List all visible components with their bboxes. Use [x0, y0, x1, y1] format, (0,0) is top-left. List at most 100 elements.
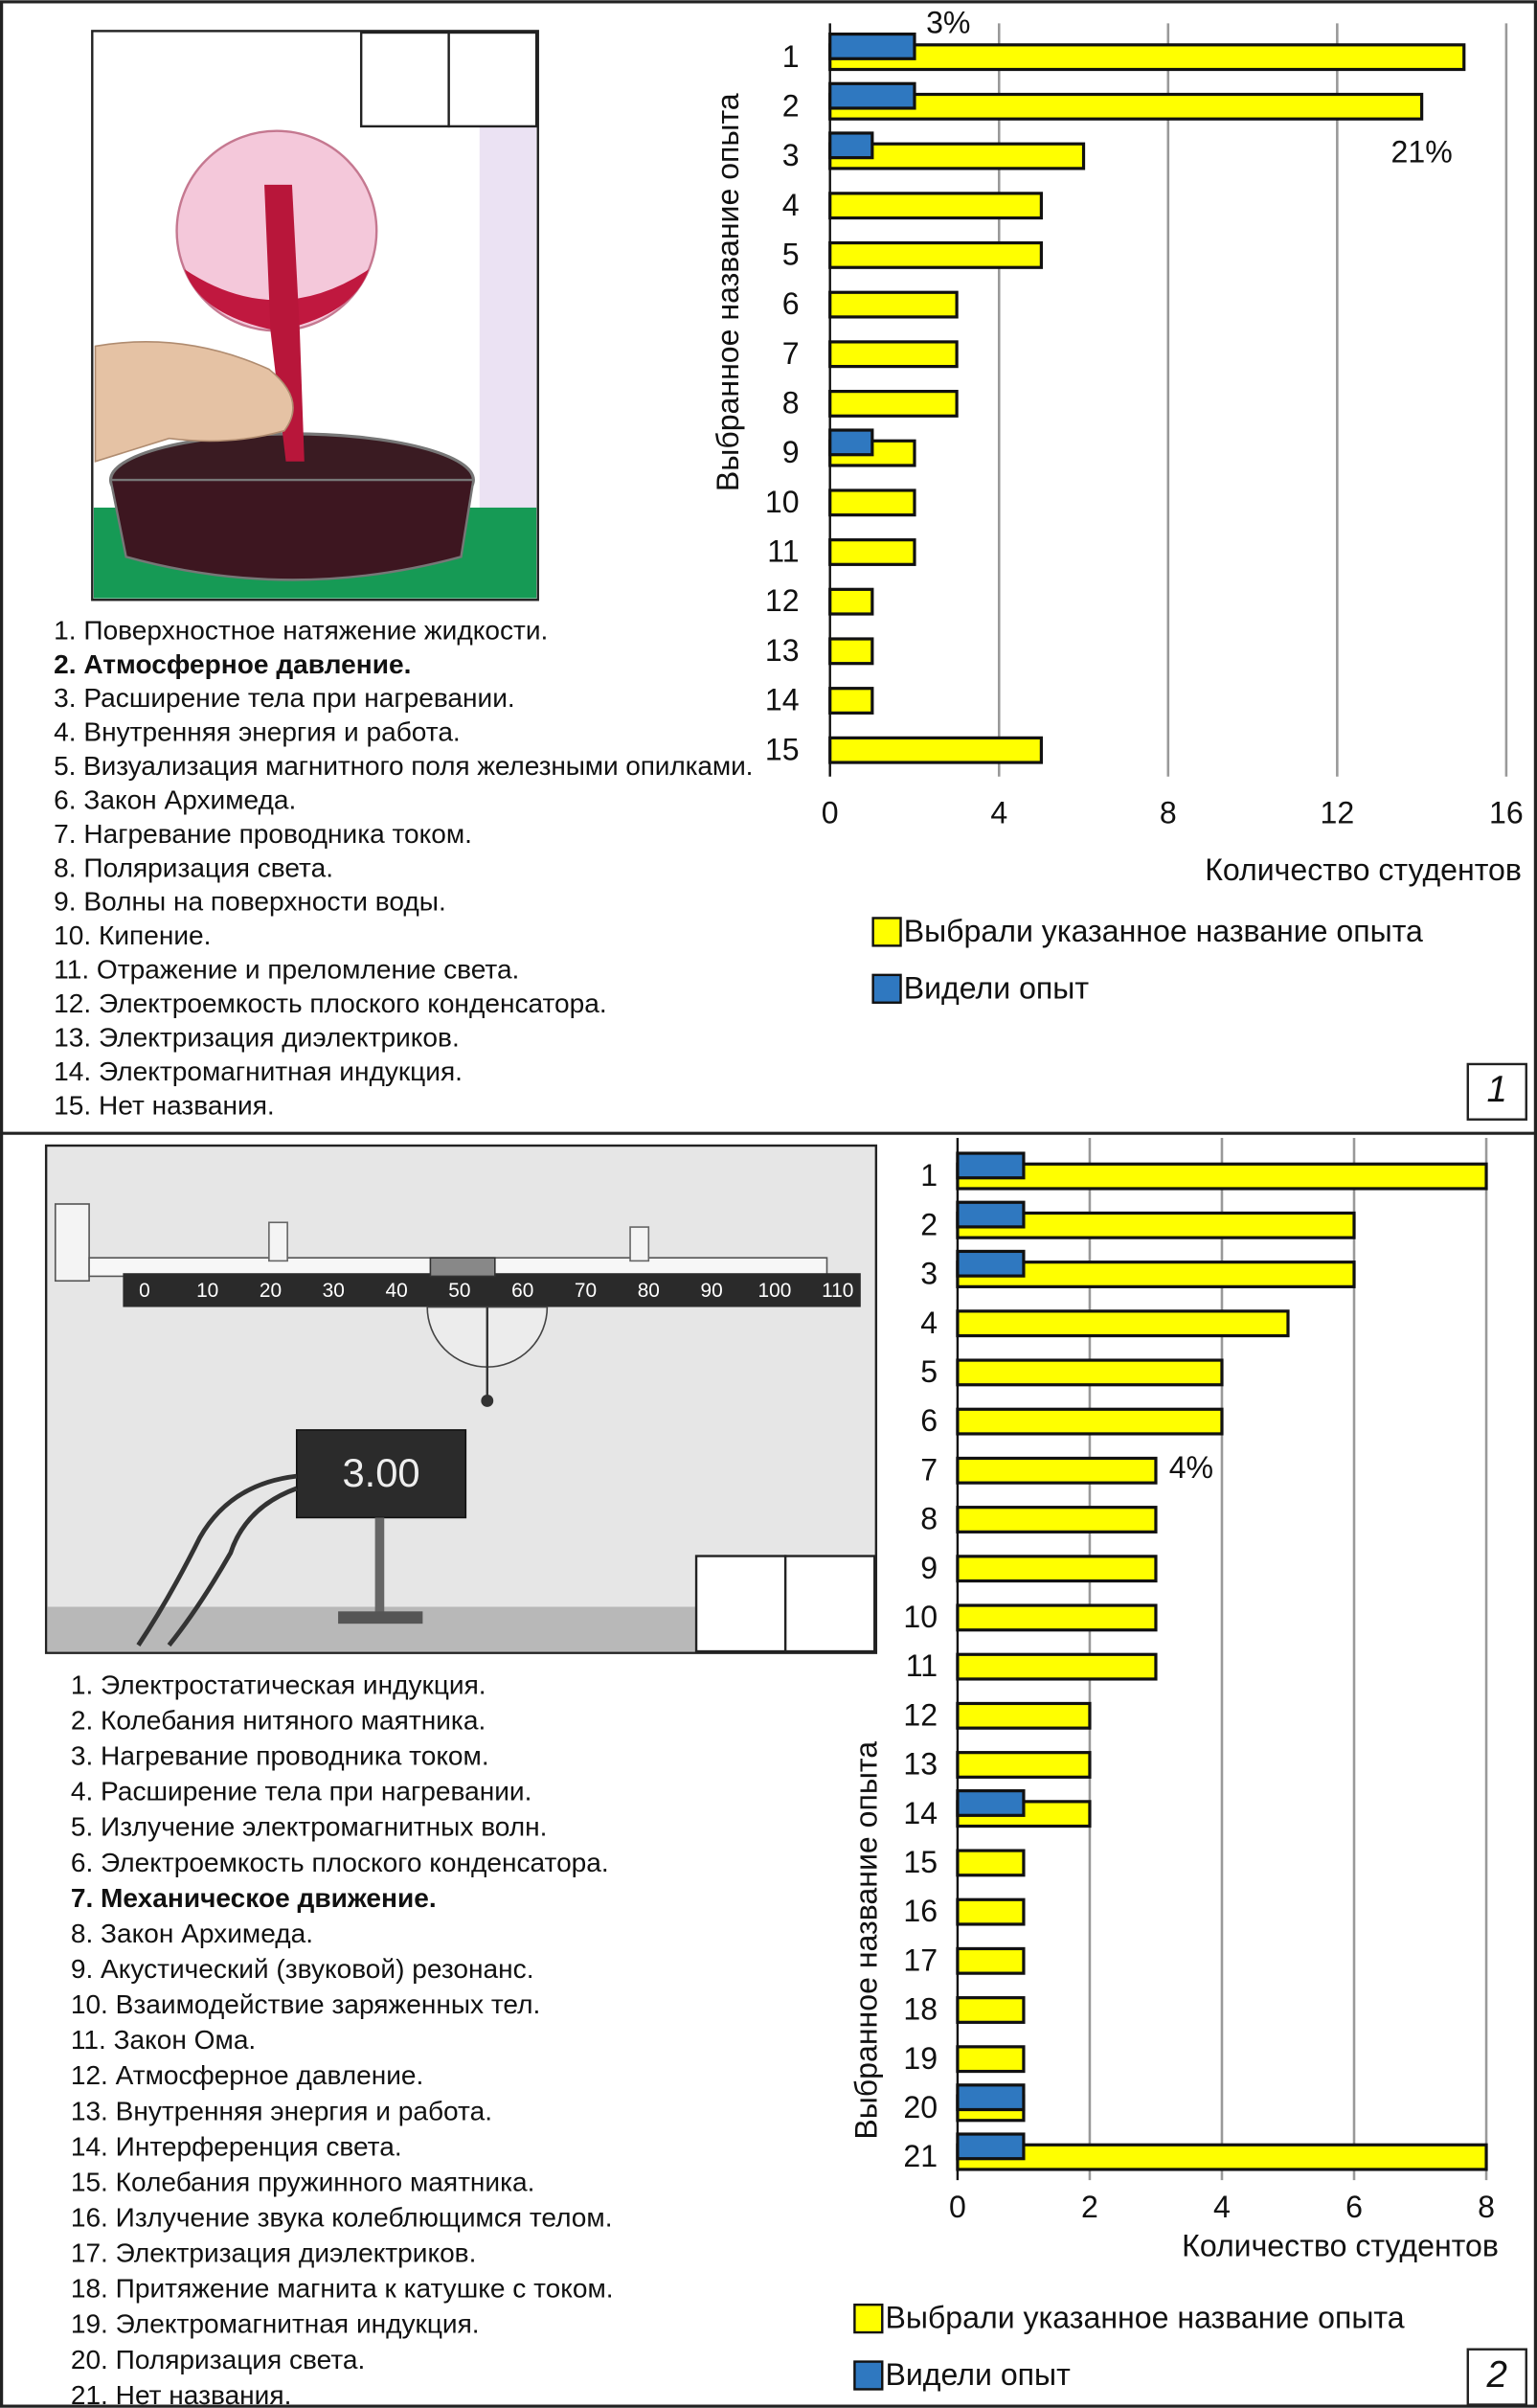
list-item: 4. Расширение тела при нагревании. [71, 1777, 532, 1806]
y-tick-label: 12 [903, 1697, 938, 1732]
bar [956, 1200, 1026, 1229]
bar [828, 736, 1043, 764]
bar [956, 1249, 1026, 1278]
list-item: 11. Закон Ома. [71, 2025, 256, 2055]
list-item: 21. Нет названия. [71, 2380, 292, 2408]
list-item: 13. Внутренняя энергия и работа. [71, 2096, 492, 2125]
legend-label: Видели опыт [885, 2357, 1071, 2392]
y-tick-label: 15 [903, 1845, 938, 1879]
list-item: 14. Электромагнитная индукция. [54, 1056, 463, 1086]
x-tick-label: 4 [990, 795, 1007, 829]
list-item: 12. Электроемкость плоского конденсатора… [54, 988, 607, 1018]
y-tick-label: 7 [782, 336, 800, 371]
list-item: 17. Электризация диэлектриков. [71, 2238, 477, 2268]
ruler [123, 1273, 861, 1307]
list-item: 20. Поляризация света. [71, 2345, 365, 2374]
ruler-label: 80 [638, 1280, 660, 1302]
bar [956, 2083, 1026, 2112]
timer [295, 1429, 467, 1519]
y-tick-label: 6 [920, 1403, 938, 1438]
list-item: 9. Волны на поверхности воды. [54, 887, 446, 917]
y-axis-label: Выбранное название опыта [711, 93, 745, 491]
y-tick-label: 5 [782, 237, 800, 271]
y-tick-label: 6 [782, 286, 800, 321]
bar [956, 1897, 1026, 1926]
y-tick-label: 2 [920, 1207, 938, 1241]
bar [828, 428, 874, 457]
y-tick-label: 11 [767, 534, 799, 569]
y-tick-label: 10 [903, 1600, 938, 1634]
list-item: 14. Интерференция света. [71, 2131, 402, 2161]
bar [828, 637, 874, 666]
legend-swatch [871, 917, 902, 947]
bar [956, 1506, 1158, 1533]
y-tick-label: 14 [903, 1796, 938, 1830]
list-item: 3. Нагревание проводника током. [71, 1741, 489, 1771]
ruler-label: 0 [139, 1280, 150, 1302]
y-tick-label: 4 [920, 1306, 938, 1340]
x-tick-label: 8 [1160, 795, 1177, 829]
ruler-label: 70 [575, 1280, 597, 1302]
bar [956, 2132, 1026, 2161]
list-item: 10. Взаимодействие заряженных тел. [71, 1989, 540, 2019]
list-item: 8. Поляризация света. [54, 852, 333, 882]
y-tick-label: 7 [920, 1452, 938, 1487]
ruler-label: 90 [701, 1280, 723, 1302]
y-tick-label: 12 [765, 583, 800, 618]
x-tick-label: 0 [822, 795, 839, 829]
panel-number-boxes [1466, 1062, 1527, 2406]
photo-2 [44, 1144, 878, 1654]
bar [956, 1162, 1488, 1191]
y-tick-label: 19 [903, 2041, 938, 2076]
list-item: 11. Отражение и преломление света. [54, 955, 519, 985]
bar [828, 192, 1043, 220]
ruler-label: 10 [196, 1280, 218, 1302]
legend-label: Видели опыт [904, 970, 1090, 1005]
y-tick-label: 2 [782, 88, 800, 123]
x-axis-label: Количество студентов [1182, 2228, 1499, 2262]
y-tick-label: 4 [782, 188, 800, 222]
y-tick-label: 8 [920, 1502, 938, 1536]
x-axis-label: Количество студентов [1205, 852, 1522, 887]
ruler-label: 50 [448, 1280, 470, 1302]
list-item: 2. Атмосферное давление. [54, 649, 411, 679]
legend-swatch [853, 2360, 884, 2391]
list-item: 5. Визуализация магнитного поля железным… [54, 751, 753, 781]
bar [956, 1603, 1158, 1632]
bar [828, 488, 916, 517]
bar [956, 1996, 1026, 2024]
bar [956, 1456, 1158, 1485]
bar [956, 2045, 1026, 2074]
x-tick-label: 8 [1478, 2190, 1495, 2224]
y-tick-label: 13 [765, 633, 800, 668]
y-tick-label: 1 [782, 39, 800, 74]
list-item: 6. Закон Архимеда. [54, 784, 296, 814]
bar [956, 1358, 1224, 1387]
bar [956, 2143, 1488, 2171]
list-item: 12. Атмосферное давление. [71, 2060, 424, 2090]
x-tick-label: 12 [1321, 795, 1355, 829]
y-tick-label: 5 [920, 1354, 938, 1389]
legend-swatch [871, 973, 902, 1004]
list-item: 2. Колебания нитяного маятника. [71, 1705, 486, 1735]
y-tick-label: 15 [765, 732, 800, 766]
panel-number: 1 [1487, 1069, 1507, 1110]
x-tick-label: 4 [1213, 2190, 1231, 2224]
bar [956, 1652, 1158, 1681]
list-item: 18. Притяжение магнита к катушке с током… [71, 2274, 614, 2304]
bar [828, 290, 959, 319]
bar [828, 687, 874, 715]
y-tick-label: 3 [920, 1257, 938, 1291]
bar [828, 240, 1043, 269]
bar [828, 389, 959, 418]
list-item: 15. Нет названия. [54, 1090, 275, 1120]
ruler-label: 110 [822, 1280, 853, 1302]
x-tick-label: 6 [1345, 2190, 1363, 2224]
y-tick-label: 20 [903, 2090, 938, 2124]
list-item: 15. Колебания пружинного маятника. [71, 2167, 535, 2196]
y-tick-label: 11 [906, 1648, 938, 1683]
legend-label: Выбрали указанное название опыта [885, 2301, 1404, 2335]
photo-1 [91, 30, 539, 602]
y-tick-label: 16 [903, 1894, 938, 1928]
